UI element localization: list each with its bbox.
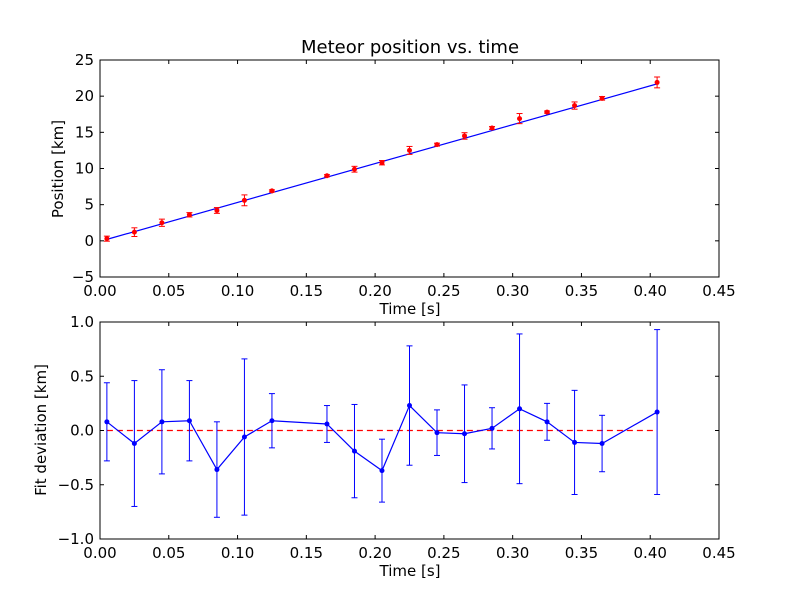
x-tick-label: 0.40 (634, 544, 667, 562)
x-tick-label: 0.20 (358, 544, 391, 562)
deviation-chart-frame (99, 321, 720, 540)
data-point (269, 418, 275, 424)
x-tick-label: 0.10 (221, 544, 254, 562)
data-point (462, 133, 468, 139)
y-axis-label: Position [km] (49, 120, 67, 218)
y-tick-label: 20 (75, 87, 94, 105)
data-point (572, 103, 578, 109)
data-point (159, 220, 165, 226)
y-tick-label: 0 (84, 232, 94, 250)
data-point (434, 430, 440, 436)
deviation-chart-marks (103, 329, 661, 518)
data-point (186, 212, 192, 218)
data-point (572, 439, 578, 445)
data-point (324, 173, 330, 179)
data-point (351, 448, 357, 454)
data-point (517, 406, 523, 412)
y-tick-label: 25 (75, 51, 94, 69)
x-tick-label: 0.00 (83, 544, 116, 562)
data-point (407, 147, 412, 153)
x-tick-label: 0.05 (152, 282, 185, 300)
x-tick-label: 0.05 (152, 544, 185, 562)
data-point (489, 125, 495, 131)
deviation-chart-ticks: 0.00 0.05 0.10 0.15 0.20 0.25 0.30 0.35 0.40 0.45… (58, 313, 736, 562)
y-tick-label: 15 (75, 123, 94, 141)
x-tick-label: 0.00 (83, 282, 116, 300)
data-point (489, 425, 495, 431)
data-point (241, 197, 247, 203)
x-tick-label: 0.25 (427, 282, 460, 300)
data-point (544, 109, 550, 115)
data-point (104, 236, 110, 242)
data-point (434, 142, 440, 148)
y-tick-label: −5 (72, 268, 94, 286)
data-point (599, 441, 605, 447)
data-point (324, 421, 330, 427)
position-chart-marks (103, 76, 661, 242)
y-tick-label: −0.5 (58, 476, 94, 494)
position-chart-frame (99, 59, 720, 278)
deviation-chart: 0.00 0.05 0.10 0.15 0.20 0.25 0.30 0.35 0.40 0.45… (32, 313, 736, 580)
data-point (379, 160, 385, 166)
data-point (379, 468, 385, 474)
data-point (517, 116, 523, 122)
x-tick-label: 0.45 (702, 544, 735, 562)
data-point (186, 418, 192, 424)
y-tick-label: 0.0 (70, 422, 94, 440)
y-tick-label: 10 (75, 160, 94, 178)
y-tick-label: 0.5 (70, 367, 94, 385)
x-tick-label: 0.30 (496, 282, 529, 300)
data-point (407, 403, 412, 409)
y-tick-label: 5 (84, 196, 94, 214)
x-tick-label: 0.10 (221, 282, 254, 300)
x-tick-label: 0.25 (427, 544, 460, 562)
data-point (351, 166, 357, 172)
chart-title: Meteor position vs. time (301, 37, 519, 58)
x-tick-label: 0.35 (565, 544, 598, 562)
data-point (131, 229, 137, 235)
x-tick-label: 0.45 (702, 282, 735, 300)
x-tick-label: 0.15 (290, 282, 323, 300)
data-point (214, 467, 220, 473)
data-point (544, 419, 550, 425)
data-point (214, 207, 220, 213)
data-point (159, 419, 165, 425)
data-point (131, 441, 137, 447)
x-axis-label: Time [s] (379, 300, 441, 318)
x-axis-label: Time [s] (379, 562, 441, 580)
x-tick-label: 0.15 (290, 544, 323, 562)
x-tick-label: 0.30 (496, 544, 529, 562)
data-point (654, 409, 660, 415)
data-point (241, 434, 247, 440)
data-point (654, 79, 660, 85)
data-point (104, 419, 110, 425)
x-tick-label: 0.40 (634, 282, 667, 300)
data-point (599, 95, 605, 101)
x-tick-label: 0.35 (565, 282, 598, 300)
y-tick-label: −1.0 (58, 530, 94, 548)
x-tick-label: 0.20 (358, 282, 391, 300)
position-chart-ticks: 0.00 0.05 0.10 0.15 0.20 0.25 0.30 0.35 0.40 0.45… (72, 51, 736, 300)
position-chart: Meteor position vs. time 0.00 0.05 0.10 0.1… (49, 37, 736, 318)
data-point (462, 431, 468, 437)
y-axis-label: Fit deviation [km] (32, 364, 50, 496)
data-point (269, 188, 275, 194)
y-tick-label: 1.0 (70, 313, 94, 331)
